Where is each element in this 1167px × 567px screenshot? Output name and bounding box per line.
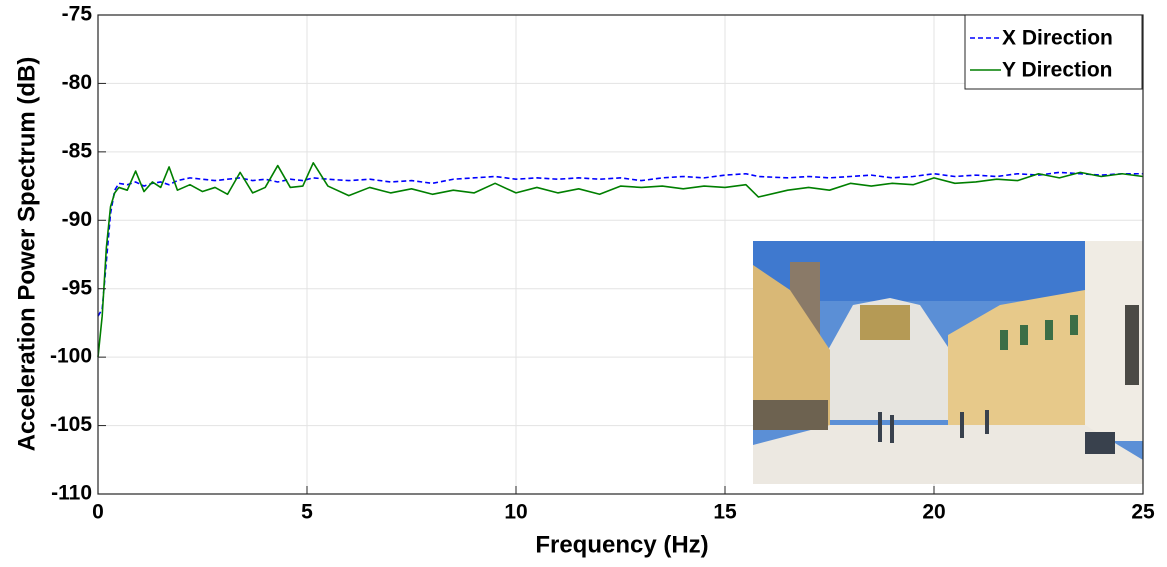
y-tick-label: -85 [62, 139, 93, 162]
x-axis-label: Frequency (Hz) [535, 531, 708, 558]
photo-window [1020, 325, 1028, 345]
legend-label: X Direction [1002, 27, 1113, 50]
y-tick-label: -100 [50, 345, 92, 368]
photo-window [1045, 320, 1053, 340]
data-line [97, 171, 1143, 317]
photo-mosaic [860, 305, 910, 340]
photo-church [828, 298, 950, 420]
photo-building [753, 265, 830, 430]
x-tick-label: 10 [504, 501, 527, 524]
y-tick-label: -80 [62, 71, 92, 94]
data-line [97, 162, 1144, 358]
photo-people [878, 410, 1115, 454]
y-tick-label: -90 [62, 208, 92, 231]
inset-photo [753, 241, 1143, 484]
y-tick-label: -110 [51, 482, 92, 505]
x-tick-label: 0 [92, 501, 104, 524]
x-tick-label: 20 [922, 501, 945, 524]
x-tick-label: 25 [1131, 501, 1155, 524]
x-tick-label: 5 [301, 501, 313, 524]
x-tick-label: 15 [713, 501, 737, 524]
y-axis-label: Acceleration Power Spectrum (dB) [13, 57, 40, 452]
ticks: -110 -105 -100 -95 -90 -85 -80 -75 0 5 10 15 20 25 [50, 3, 1155, 524]
y-tick-label: -75 [62, 3, 93, 26]
photo-window [1070, 315, 1078, 335]
photo-window [1125, 305, 1139, 385]
legend-box [964, 14, 1143, 90]
y-tick-label: -95 [62, 276, 93, 299]
plot-lines [97, 162, 1144, 358]
plot-frame [97, 14, 1144, 495]
photo-window [1000, 330, 1008, 350]
legend: X Direction Y Direction [964, 14, 1143, 90]
photo-cafe [753, 400, 828, 430]
legend-label: Y Direction [1002, 59, 1112, 82]
photo-plaza [753, 425, 1143, 484]
y-tick-label: -105 [50, 413, 92, 436]
